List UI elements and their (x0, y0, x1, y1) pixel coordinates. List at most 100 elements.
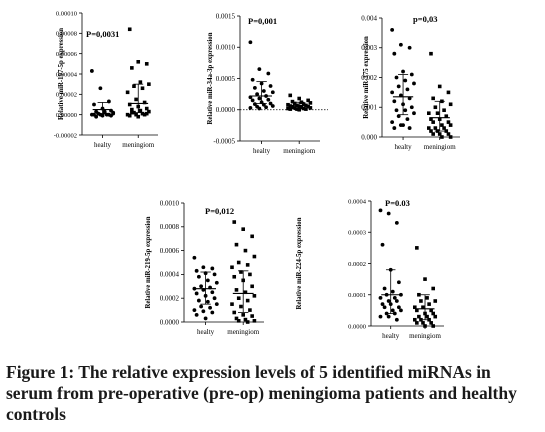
data-point (431, 96, 435, 101)
y-tick-label: 0.004 (361, 14, 377, 22)
data-point (248, 272, 252, 277)
data-point (236, 319, 241, 323)
data-point (147, 82, 151, 86)
data-point (407, 45, 412, 50)
x-tick-label: healty (94, 141, 112, 149)
data-point (147, 109, 151, 114)
data-point (98, 86, 103, 91)
data-point (390, 289, 395, 294)
data-point (442, 126, 446, 130)
data-point (398, 42, 403, 47)
data-point (210, 310, 215, 315)
data-point (448, 135, 453, 139)
y-tick-label: 0.001 (361, 104, 377, 112)
data-point (245, 298, 250, 303)
data-point (286, 106, 290, 111)
data-point (392, 99, 397, 104)
data-point (264, 105, 268, 110)
data-point (380, 302, 385, 307)
data-point (431, 286, 435, 291)
data-point (92, 102, 96, 107)
data-point (214, 302, 219, 307)
data-point (437, 132, 442, 136)
data-point (142, 112, 147, 117)
chart-panel-4: 0.0000 0.0002 0.0004 0.0006 0.0008 0.0010 heal… (145, 199, 264, 336)
data-point (268, 84, 273, 88)
data-point (429, 51, 433, 56)
data-point (252, 102, 257, 107)
data-point (429, 129, 433, 133)
data-point (230, 265, 234, 270)
data-point (252, 85, 257, 90)
y-tick-label: 0.0005 (216, 75, 236, 83)
data-point (446, 120, 451, 124)
data-point (433, 299, 438, 303)
data-point (394, 317, 399, 322)
x-tick-label: meningiom (227, 328, 259, 336)
x-tick-label: meningiom (122, 141, 154, 149)
y-tick-label: 0.0000 (160, 318, 180, 326)
figure-caption: Figure 1: The relative expression levels… (6, 362, 517, 424)
data-point (442, 108, 446, 113)
data-point (250, 314, 254, 318)
p-value-label: P=0,001 (248, 16, 277, 26)
data-point (196, 298, 201, 303)
data-point (378, 208, 383, 213)
data-point (444, 114, 449, 118)
data-point (431, 132, 435, 136)
data-point (409, 105, 414, 110)
data-point (392, 51, 397, 56)
data-point (401, 123, 405, 127)
data-point (130, 110, 134, 115)
y-tick-label: 0.0004 (348, 198, 367, 205)
data-point (268, 101, 273, 106)
data-point (288, 93, 293, 98)
data-point (134, 112, 138, 117)
data-point (234, 242, 239, 247)
data-point (210, 266, 215, 271)
y-tick-label: -0.0005 (213, 137, 235, 145)
y-tick-label: 0.00008 (56, 31, 77, 38)
data-point (288, 107, 293, 111)
data-point (232, 274, 237, 279)
data-point (444, 129, 449, 133)
data-point (299, 105, 304, 110)
y-axis-label: Relative miR-375 expression (363, 36, 370, 119)
p-value-label: p=0,03 (413, 14, 437, 24)
data-point (250, 77, 255, 82)
data-point (386, 211, 391, 216)
data-point (257, 96, 262, 101)
data-point (290, 99, 295, 104)
y-tick-label: 0.00004 (56, 71, 78, 78)
data-point (446, 132, 451, 136)
data-point (140, 111, 145, 116)
y-axis-label: Relative miR-219-5p expression (145, 216, 152, 308)
data-point (306, 98, 310, 103)
data-point (292, 101, 297, 106)
data-point (423, 324, 427, 328)
data-point (232, 310, 237, 315)
data-point (413, 305, 417, 310)
data-point (394, 220, 399, 225)
data-point (111, 110, 116, 115)
data-point (415, 308, 419, 313)
y-tick-label: 0.00000 (56, 112, 77, 119)
x-tick-label: meningiom (409, 332, 441, 340)
data-point (412, 81, 416, 86)
data-point (396, 280, 401, 285)
data-point (142, 100, 147, 105)
y-tick-label: 0.003 (361, 44, 377, 52)
data-point (288, 104, 293, 108)
y-tick-label: 0.0003 (348, 230, 366, 237)
data-point (212, 296, 217, 301)
data-point (392, 126, 397, 130)
data-point (378, 314, 383, 319)
data-point (429, 117, 433, 121)
data-point (210, 290, 215, 295)
data-point (239, 304, 243, 309)
data-point (386, 299, 391, 303)
data-point (433, 314, 438, 319)
data-point (230, 302, 234, 306)
data-point (448, 102, 453, 107)
